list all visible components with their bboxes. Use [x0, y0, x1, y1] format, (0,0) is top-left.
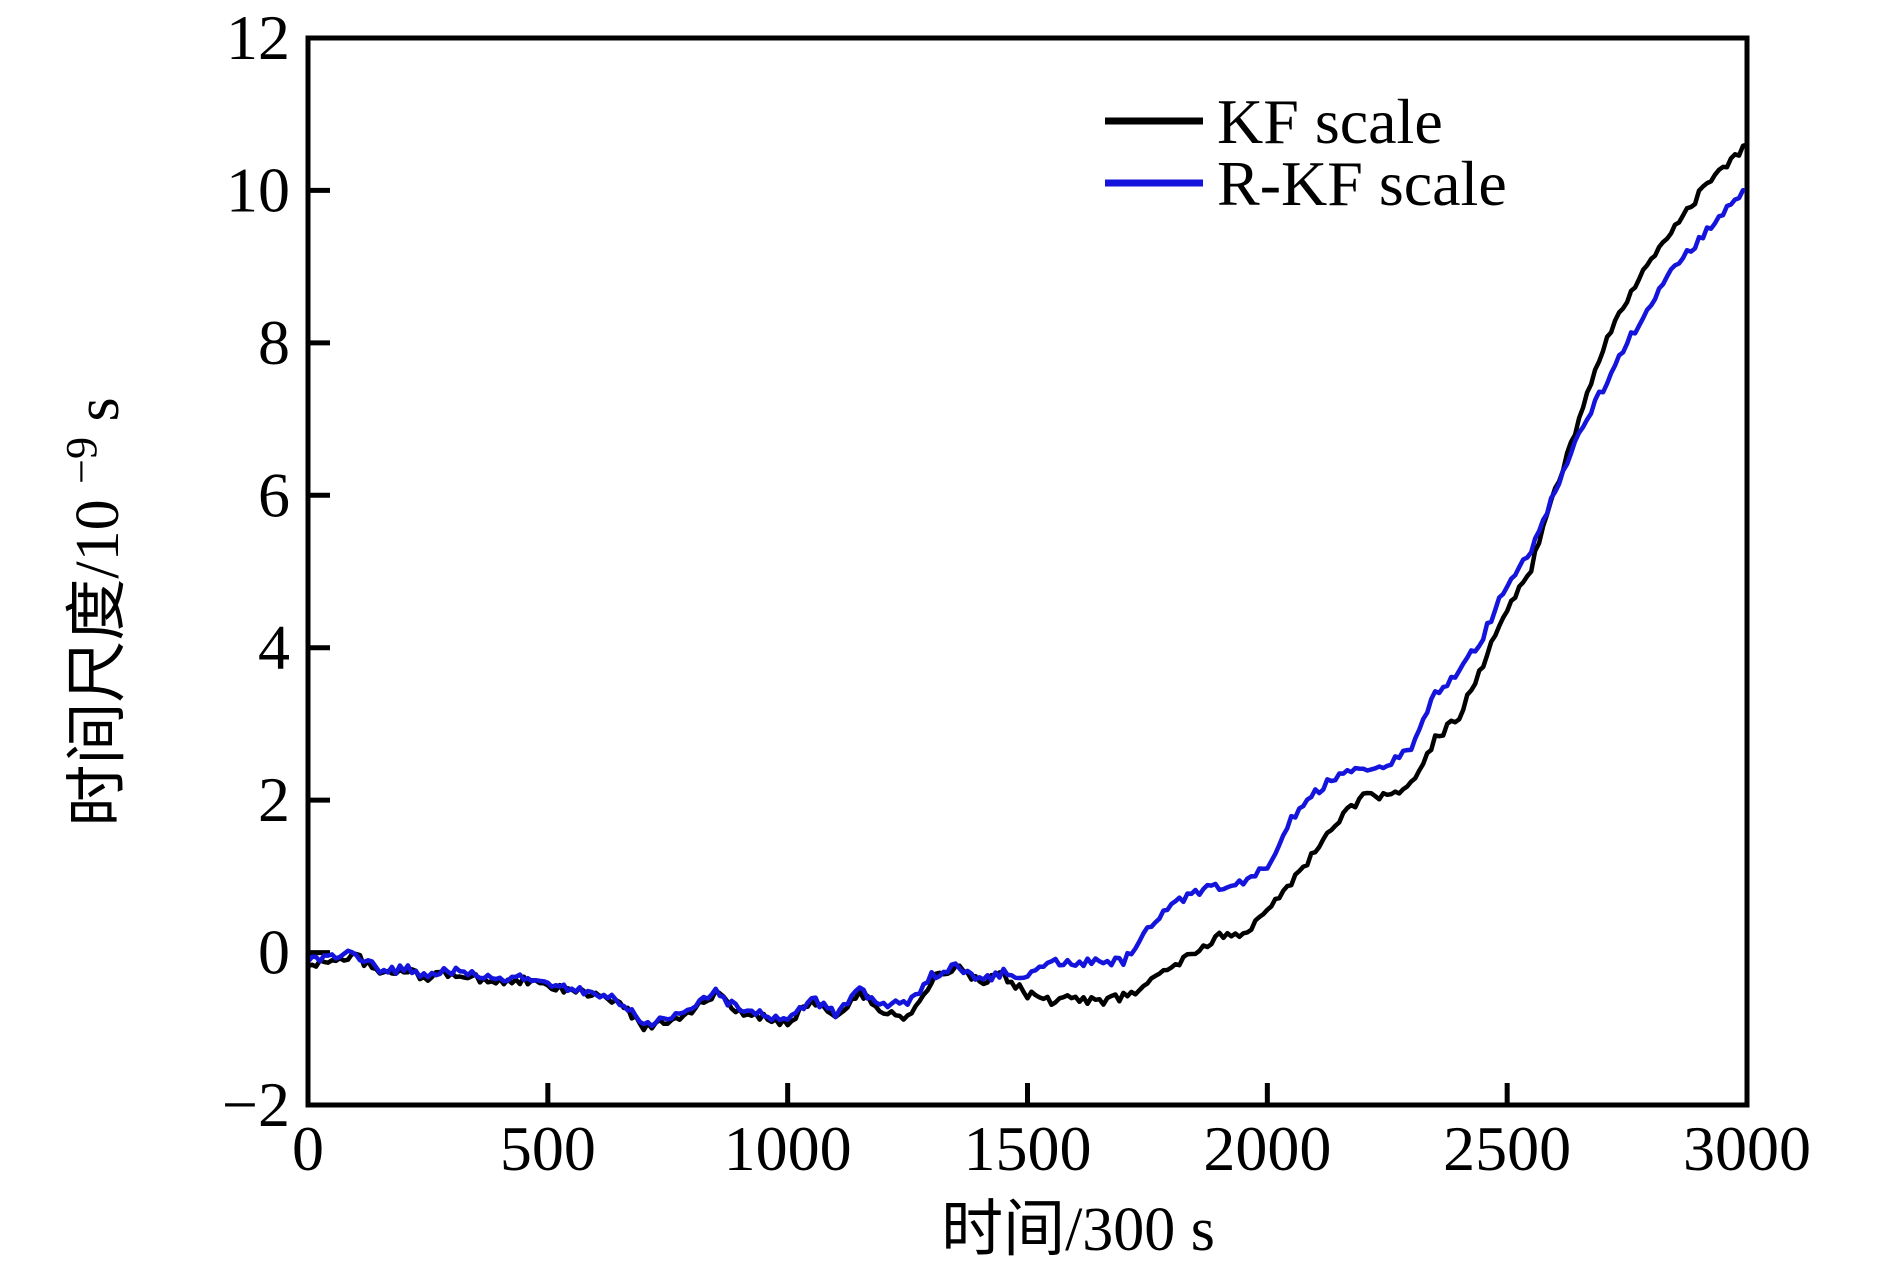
- series-kf-curve: [310, 142, 1745, 1033]
- legend: KF scale R-KF scale: [1105, 86, 1507, 219]
- y-axis-label: 时间尺度/10 −9 s: [42, 397, 132, 826]
- y-axis-label-unit: s: [64, 397, 132, 421]
- y-axis-ticks: [308, 35, 330, 1108]
- y-axis-label-superscript: −9: [57, 437, 106, 484]
- x-tick-label: 2000: [1203, 1113, 1331, 1184]
- x-axis-ticks: [305, 1083, 1750, 1105]
- y-tick-label: 2: [258, 764, 290, 835]
- y-axis-tick-labels: −2 0 2 4 6 8 10 12: [222, 2, 290, 1140]
- y-tick-label: 12: [226, 2, 290, 73]
- y-tick-label: 8: [258, 307, 290, 378]
- x-tick-label: 1500: [964, 1113, 1092, 1184]
- y-axis-label-main: 时间尺度/10: [64, 499, 132, 826]
- data-curves: [310, 142, 1745, 1033]
- x-axis-tick-labels: 0 500 1000 1500 2000 2500 3000: [292, 1113, 1811, 1184]
- y-tick-label: 10: [226, 154, 290, 225]
- x-tick-label: 1000: [724, 1113, 852, 1184]
- x-tick-label: 3000: [1683, 1113, 1811, 1184]
- y-tick-label: 0: [258, 917, 290, 988]
- legend-label-rkf: R-KF scale: [1217, 148, 1507, 219]
- legend-label-kf: KF scale: [1217, 86, 1443, 157]
- y-tick-label: 4: [258, 612, 290, 683]
- x-tick-label: 0: [292, 1113, 324, 1184]
- y-tick-label: −2: [222, 1069, 290, 1140]
- series-rkf-curve: [310, 187, 1745, 1029]
- x-tick-label: 500: [500, 1113, 596, 1184]
- x-axis-label: 时间/300 s: [941, 1196, 1215, 1264]
- x-tick-label: 2500: [1443, 1113, 1571, 1184]
- y-tick-label: 6: [258, 459, 290, 530]
